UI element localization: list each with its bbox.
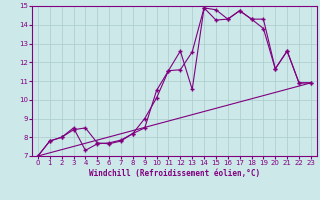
X-axis label: Windchill (Refroidissement éolien,°C): Windchill (Refroidissement éolien,°C) [89,169,260,178]
